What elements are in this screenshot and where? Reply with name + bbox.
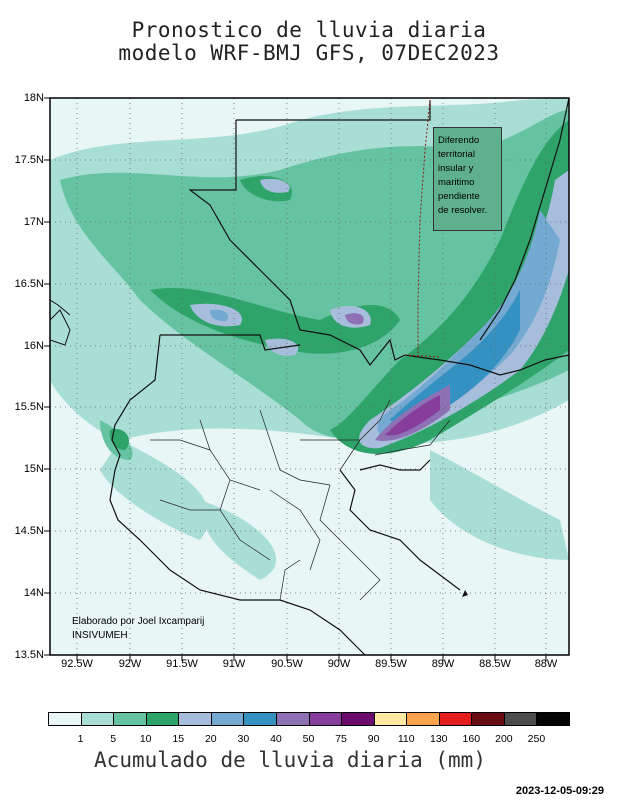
note-line: pendiente: [438, 191, 480, 202]
department-borders: [150, 399, 451, 601]
y-tick-label: 17.5N: [14, 154, 44, 166]
rain-20mm-areas: [209, 210, 560, 437]
x-tick-label: 92.5W: [61, 658, 93, 670]
colorbar-swatch: [243, 712, 277, 726]
note-line: de resolver.: [438, 205, 488, 216]
rain-30mm-areas: [390, 290, 520, 425]
colorbar-tick-label: 10: [139, 733, 152, 745]
colorbar-swatch: [536, 712, 570, 726]
colorbar-swatch: [373, 712, 408, 726]
colorbar-tick-label: 75: [335, 733, 347, 745]
x-tick-label: 89W: [431, 658, 455, 670]
x-tick-label: 88W: [534, 658, 558, 670]
colorbar-tick-label: 200: [495, 733, 513, 745]
y-tick-label: 18N: [23, 92, 44, 104]
x-tick-label: 89.5W: [375, 658, 407, 670]
y-tick-label: 14N: [23, 587, 44, 599]
y-tick-label: 13.5N: [14, 649, 44, 661]
y-tick-label: 15N: [23, 463, 44, 475]
x-tick-label: 88.5W: [479, 658, 511, 670]
institution-credit: INSIVUMEH: [72, 630, 128, 641]
colorbar-tick-label: 5: [110, 733, 117, 745]
colorbar-swatch: [308, 712, 343, 726]
y-tick-label: 15.5N: [14, 401, 44, 413]
x-tick-label: 91W: [222, 658, 246, 670]
disputed-territory-note: Diferendo territorial insular y maritimo…: [433, 127, 502, 231]
colorbar-swatch: [145, 712, 180, 726]
disputed-border: [417, 99, 431, 357]
island-marker: [462, 590, 468, 597]
colorbar-unit-label: Acumulado de lluvia diaria (mm): [94, 748, 486, 772]
x-tick-label: 90W: [327, 658, 351, 670]
colorbar-swatch: [503, 712, 538, 726]
country-borders: [109, 98, 569, 655]
colorbar-swatch: [406, 712, 440, 726]
y-tick-label: 14.5N: [14, 525, 44, 537]
colorbar-tick-label: 20: [204, 733, 217, 745]
x-tick-label: 92W: [118, 658, 142, 670]
y-tick-label: 16N: [23, 340, 44, 352]
colorbar-swatch: [275, 712, 310, 726]
note-line: Diferendo: [438, 135, 480, 146]
colorbar-tick-label: 250: [527, 733, 546, 745]
rain-50mm-areas: [385, 395, 440, 436]
colorbar-swatch: [80, 712, 115, 726]
colorbar-swatch: [438, 712, 473, 726]
colorbar-tick-label: 1: [77, 733, 84, 745]
colorbar-swatch: [178, 712, 212, 726]
colorbar-tick-label: 30: [237, 733, 250, 745]
colorbar-swatch: [471, 712, 505, 726]
colorbar-tick-label: 15: [172, 733, 185, 745]
colorbar-swatch: [210, 712, 245, 726]
colorbar-swatch: [341, 712, 375, 726]
note-line: territorial: [438, 149, 475, 160]
colorbar-tick-label: 160: [462, 733, 481, 745]
axis-ticks: [44, 97, 547, 661]
x-tick-label: 91.5W: [166, 658, 198, 670]
note-line: maritimo: [438, 177, 475, 188]
colorbar-tick-label: 40: [270, 733, 282, 745]
author-credit: Elaborado por Joel Ixcamparij: [72, 616, 205, 627]
map-frame: [49, 97, 570, 656]
map-title-line1: Pronostico de lluvia diaria: [131, 18, 487, 42]
disputed-border-south: [404, 354, 441, 358]
note-line: insular y: [438, 163, 474, 174]
colorbar-swatch: [113, 712, 147, 726]
colorbar-tick-label: 110: [397, 733, 415, 745]
coastline-mexico-2: [50, 299, 71, 316]
colorbar-tick-label: 90: [367, 733, 380, 745]
y-tick-label: 16.5N: [14, 278, 44, 290]
y-tick-label: 17N: [23, 216, 44, 228]
map-title-line2: modelo WRF-BMJ GFS, 07DEC2023: [118, 41, 500, 65]
colorbar-swatch: [48, 712, 82, 726]
timestamp: 2023-12-05-09:29: [515, 785, 604, 797]
coastline-mexico: [50, 309, 71, 346]
x-tick-label: 90.5W: [271, 658, 303, 670]
colorbar-tick-label: 50: [302, 733, 315, 745]
colorbar-tick-label: 130: [429, 733, 448, 745]
